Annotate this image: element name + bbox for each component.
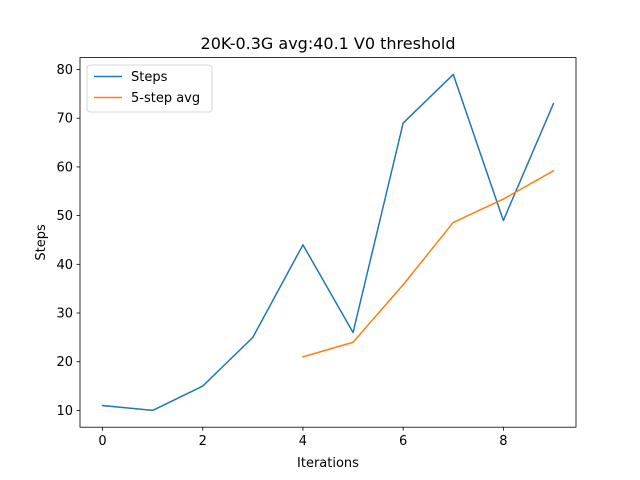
y-axis: 10 20 30 40 50 60 70 80 [56, 63, 80, 419]
y-axis-label: Steps [34, 224, 49, 261]
y-tick-label: 60 [56, 160, 73, 175]
plot-frame [79, 57, 577, 428]
legend: Steps 5-step avg [86, 64, 213, 113]
y-tick-label: 20 [56, 355, 73, 370]
x-tick-label: 0 [98, 434, 106, 449]
legend-label: Steps [131, 70, 168, 85]
x-tick-label: 2 [199, 434, 207, 449]
x-tick-label: 8 [499, 434, 507, 449]
series-line-1 [302, 169, 555, 358]
y-tick-label: 40 [56, 258, 73, 273]
y-tick-label: 70 [56, 112, 73, 127]
y-tick-label: 10 [56, 404, 73, 419]
y-tick-label: 80 [56, 63, 73, 78]
series-layer [101, 73, 555, 412]
x-axis-label: Iterations [297, 456, 359, 471]
y-tick-label: 50 [56, 209, 73, 224]
y-tick-label: 30 [56, 307, 73, 322]
series-line-0 [101, 73, 555, 412]
x-tick-label: 6 [399, 434, 407, 449]
chart-title: 20K-0.3G avg:40.1 V0 threshold [201, 34, 456, 53]
x-axis: 0 2 4 6 8 [98, 427, 507, 449]
legend-label: 5-step avg [131, 91, 200, 106]
x-tick-label: 4 [299, 434, 307, 449]
plot-area [79, 57, 577, 428]
